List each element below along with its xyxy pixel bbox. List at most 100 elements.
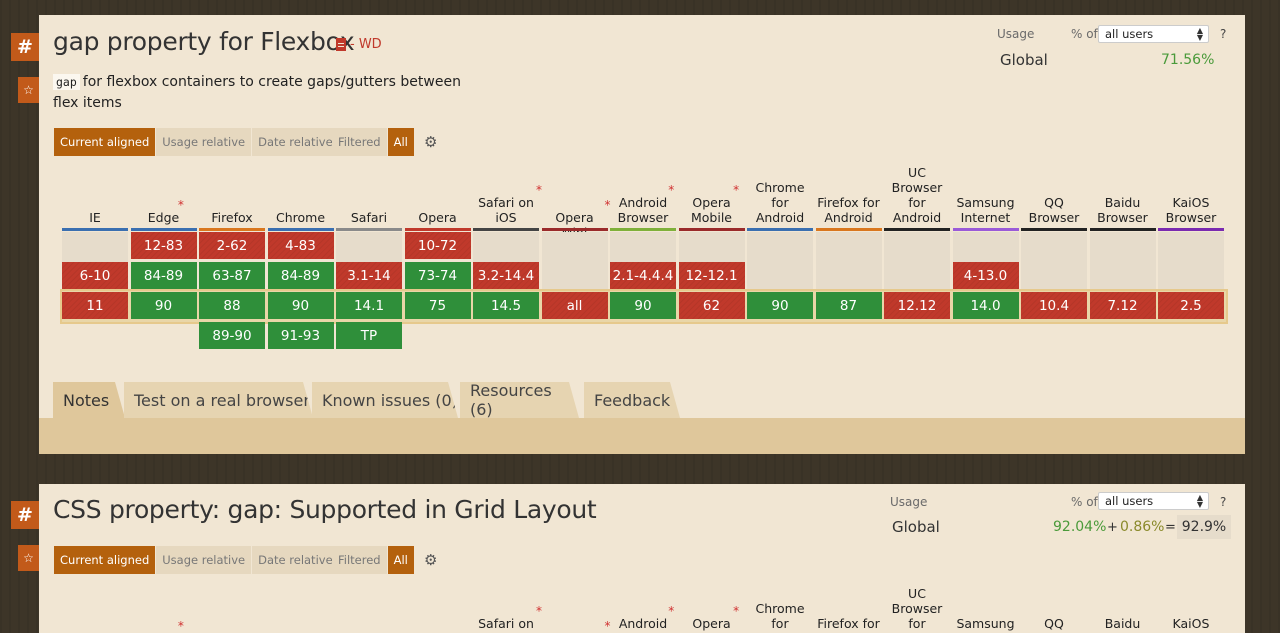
support-cell[interactable]: 63-87: [199, 262, 265, 289]
browser-header-firefox[interactable]: Firefox: [199, 210, 265, 225]
tab-test-real-browser[interactable]: Test on a real browser: [124, 382, 313, 418]
date-relative-button[interactable]: Date relative: [252, 546, 340, 574]
permalink-hash-icon[interactable]: #: [11, 501, 39, 529]
browser-header-opera[interactable]: Opera: [405, 210, 471, 225]
support-cell[interactable]: 90: [747, 292, 813, 319]
support-cell[interactable]: 84-89: [130, 262, 197, 289]
support-cell[interactable]: 73-74: [404, 262, 471, 289]
users-select[interactable]: all users ▲ ▼: [1098, 492, 1209, 510]
browser-header-chrome[interactable]: Chrome: [268, 631, 334, 633]
browser-color-bar: [541, 228, 608, 231]
browser-color-bar: [473, 228, 539, 231]
tab-notes[interactable]: Notes: [53, 382, 125, 418]
current-aligned-button[interactable]: Current aligned: [54, 128, 157, 156]
browser-name-line: for: [908, 616, 926, 631]
support-cell[interactable]: 12-83: [130, 232, 197, 259]
filtered-button[interactable]: Filtered: [332, 546, 388, 574]
settings-gear-icon[interactable]: ⚙: [424, 551, 438, 569]
support-cell[interactable]: 3.2-14.4: [473, 262, 539, 289]
support-cell[interactable]: 6-10: [62, 262, 128, 289]
browser-header-opera-mini[interactable]: Opera Mini: [542, 631, 608, 633]
browser-header-edge[interactable]: Edge: [131, 631, 197, 633]
filtered-button[interactable]: Filtered: [332, 128, 388, 156]
browser-header-chrome[interactable]: Chrome: [268, 210, 334, 225]
browser-header-ie[interactable]: IE: [62, 210, 128, 225]
support-cell[interactable]: 91-93: [267, 322, 334, 349]
spec-status[interactable]: - WD: [336, 37, 382, 52]
help-icon[interactable]: ?: [1220, 495, 1227, 509]
support-cell[interactable]: 88: [199, 292, 265, 319]
support-cell[interactable]: 90: [267, 292, 334, 319]
support-cell[interactable]: 2.5: [1158, 292, 1224, 319]
support-cell[interactable]: 14.1: [336, 292, 402, 319]
help-icon[interactable]: ?: [1220, 27, 1227, 41]
users-select[interactable]: all users ▲ ▼: [1098, 25, 1209, 43]
tab-known-issues[interactable]: Known issues (0): [312, 382, 458, 418]
support-cell[interactable]: 2.1-4.4.4: [610, 262, 676, 289]
browser-name-line: Firefox for: [817, 616, 880, 631]
browser-header-edge[interactable]: Edge: [131, 210, 197, 225]
support-cell[interactable]: 14.0: [952, 292, 1019, 319]
support-cell[interactable]: 4-83: [267, 232, 334, 259]
bookmark-star-icon[interactable]: ☆: [18, 77, 39, 103]
users-select-value: all users: [1105, 27, 1154, 41]
support-cell[interactable]: 87: [815, 292, 882, 319]
browser-header-opera[interactable]: Opera: [405, 631, 471, 633]
support-cell[interactable]: 10.4: [1021, 292, 1087, 319]
support-cell[interactable]: 90: [130, 292, 197, 319]
browser-name-line: Opera: [418, 210, 457, 225]
support-cell[interactable]: 10-72: [404, 232, 471, 259]
support-cell[interactable]: all: [541, 292, 608, 319]
browser-header-safari[interactable]: Safari: [336, 631, 402, 633]
support-cell[interactable]: 3.1-14: [336, 262, 402, 289]
support-cell[interactable]: 11: [62, 292, 128, 319]
support-cell[interactable]: 75: [404, 292, 471, 319]
settings-gear-icon[interactable]: ⚙: [424, 133, 438, 151]
support-cell[interactable]: 12-12.1: [678, 262, 745, 289]
browser-header-ie[interactable]: IE: [62, 631, 128, 633]
all-button[interactable]: All: [387, 546, 415, 574]
support-cell[interactable]: 12.12: [884, 292, 950, 319]
date-relative-button[interactable]: Date relative: [252, 128, 340, 156]
support-cell[interactable]: 84-89: [267, 262, 334, 289]
support-cell[interactable]: 62: [678, 292, 745, 319]
tab-resources[interactable]: Resources (6): [460, 382, 579, 418]
permalink-hash-icon[interactable]: #: [11, 33, 39, 61]
usage-relative-button[interactable]: Usage relative: [156, 128, 253, 156]
support-cell[interactable]: 7.12: [1089, 292, 1156, 319]
all-button[interactable]: All: [387, 128, 415, 156]
browser-header-safari[interactable]: Safari: [336, 210, 402, 225]
support-cell[interactable]: 90: [610, 292, 676, 319]
current-aligned-button[interactable]: Current aligned: [54, 546, 157, 574]
support-cell[interactable]: 4-13.0: [952, 262, 1019, 289]
support-cell[interactable]: 89-90: [199, 322, 265, 349]
browser-name-line: Opera: [692, 616, 731, 631]
support-cell[interactable]: TP: [336, 322, 402, 349]
browser-header-firefox[interactable]: Firefox: [199, 631, 265, 633]
support-cell[interactable]: 14.5: [473, 292, 539, 319]
tab-feedback[interactable]: Feedback: [584, 382, 680, 418]
usage-relative-button[interactable]: Usage relative: [156, 546, 253, 574]
bookmark-star-icon[interactable]: ☆: [18, 545, 39, 571]
support-cell[interactable]: 2-62: [199, 232, 265, 259]
